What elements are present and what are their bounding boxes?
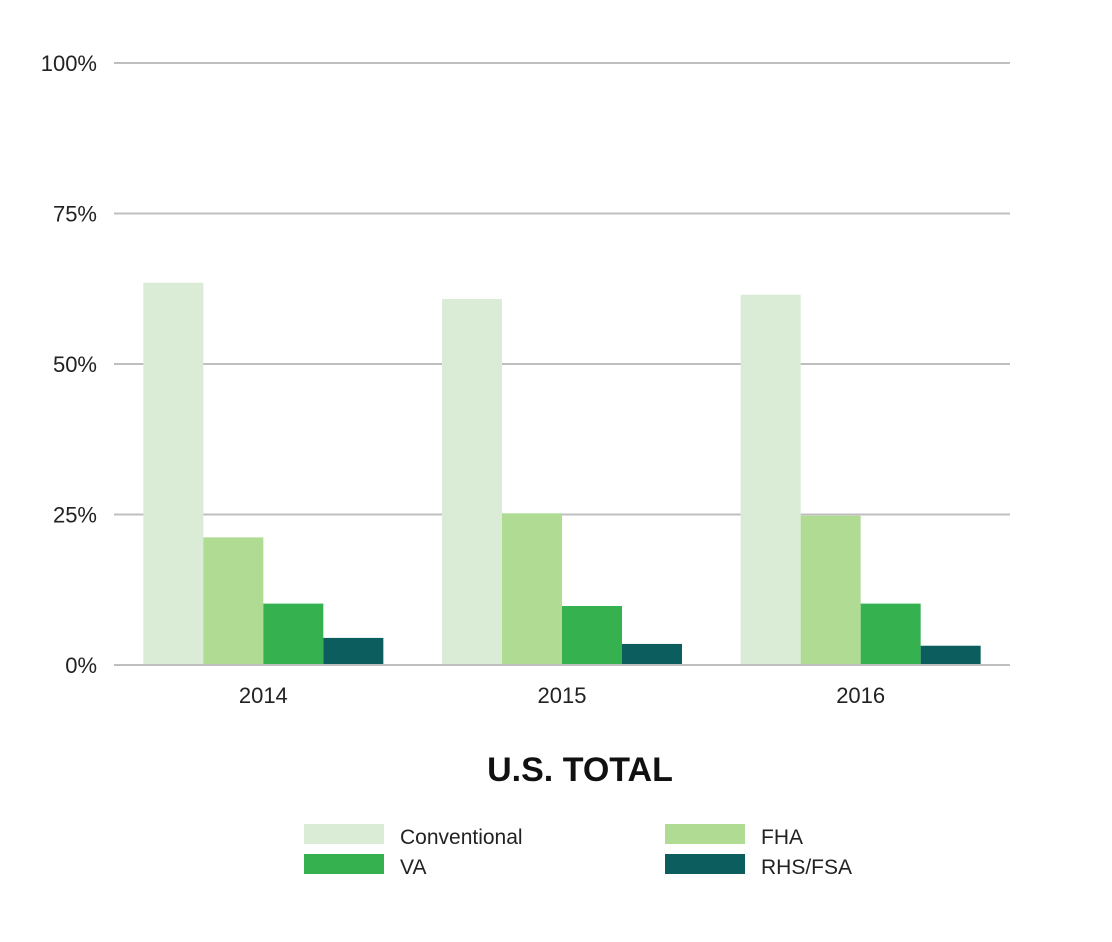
- legend-label: FHA: [761, 826, 803, 849]
- legend-item-fha: FHA: [665, 824, 803, 849]
- bar-conventional-2016: [740, 294, 801, 665]
- bar-conventional-2015: [442, 298, 502, 665]
- bar-fha-2014: [203, 537, 264, 665]
- bar-fha-2015: [502, 513, 562, 665]
- y-tick-label: 100%: [41, 51, 97, 76]
- chart-title: U.S. TOTAL: [487, 751, 673, 789]
- legend-item-rhs-fsa: RHS/FSA: [665, 854, 852, 879]
- legend-label: Conventional: [400, 826, 523, 849]
- x-axis-ticks: 2014 2015 2016: [239, 683, 885, 708]
- bar-va-2014: [263, 603, 324, 665]
- bar-fha-2016: [800, 515, 861, 665]
- bar-va-2015: [562, 606, 622, 665]
- y-tick-label: 25%: [53, 503, 97, 528]
- legend-swatch: [665, 854, 745, 874]
- bar-va-2016: [860, 603, 921, 665]
- y-tick-label: 50%: [53, 352, 97, 377]
- legend: Conventional FHA VA RHS/FSA: [304, 824, 852, 879]
- legend-label: RHS/FSA: [761, 856, 852, 879]
- bar-rhs-fsa-2014: [323, 637, 384, 665]
- legend-label: VA: [400, 856, 426, 879]
- bar-rhs-fsa-2015: [622, 643, 682, 665]
- y-tick-label: 0%: [65, 653, 97, 678]
- bar-rhs-fsa-2016: [920, 645, 981, 665]
- bar-conventional-2014: [143, 282, 204, 665]
- legend-swatch: [304, 824, 384, 844]
- legend-item-conventional: Conventional: [304, 824, 523, 849]
- bars: [114, 282, 1010, 666]
- legend-item-va: VA: [304, 854, 426, 879]
- y-axis-ticks: 0% 25% 50% 75% 100%: [41, 51, 97, 678]
- x-tick-label: 2014: [239, 683, 288, 708]
- legend-swatch: [665, 824, 745, 844]
- x-tick-label: 2015: [538, 683, 587, 708]
- y-tick-label: 75%: [53, 202, 97, 227]
- legend-swatch: [304, 854, 384, 874]
- x-tick-label: 2016: [836, 683, 885, 708]
